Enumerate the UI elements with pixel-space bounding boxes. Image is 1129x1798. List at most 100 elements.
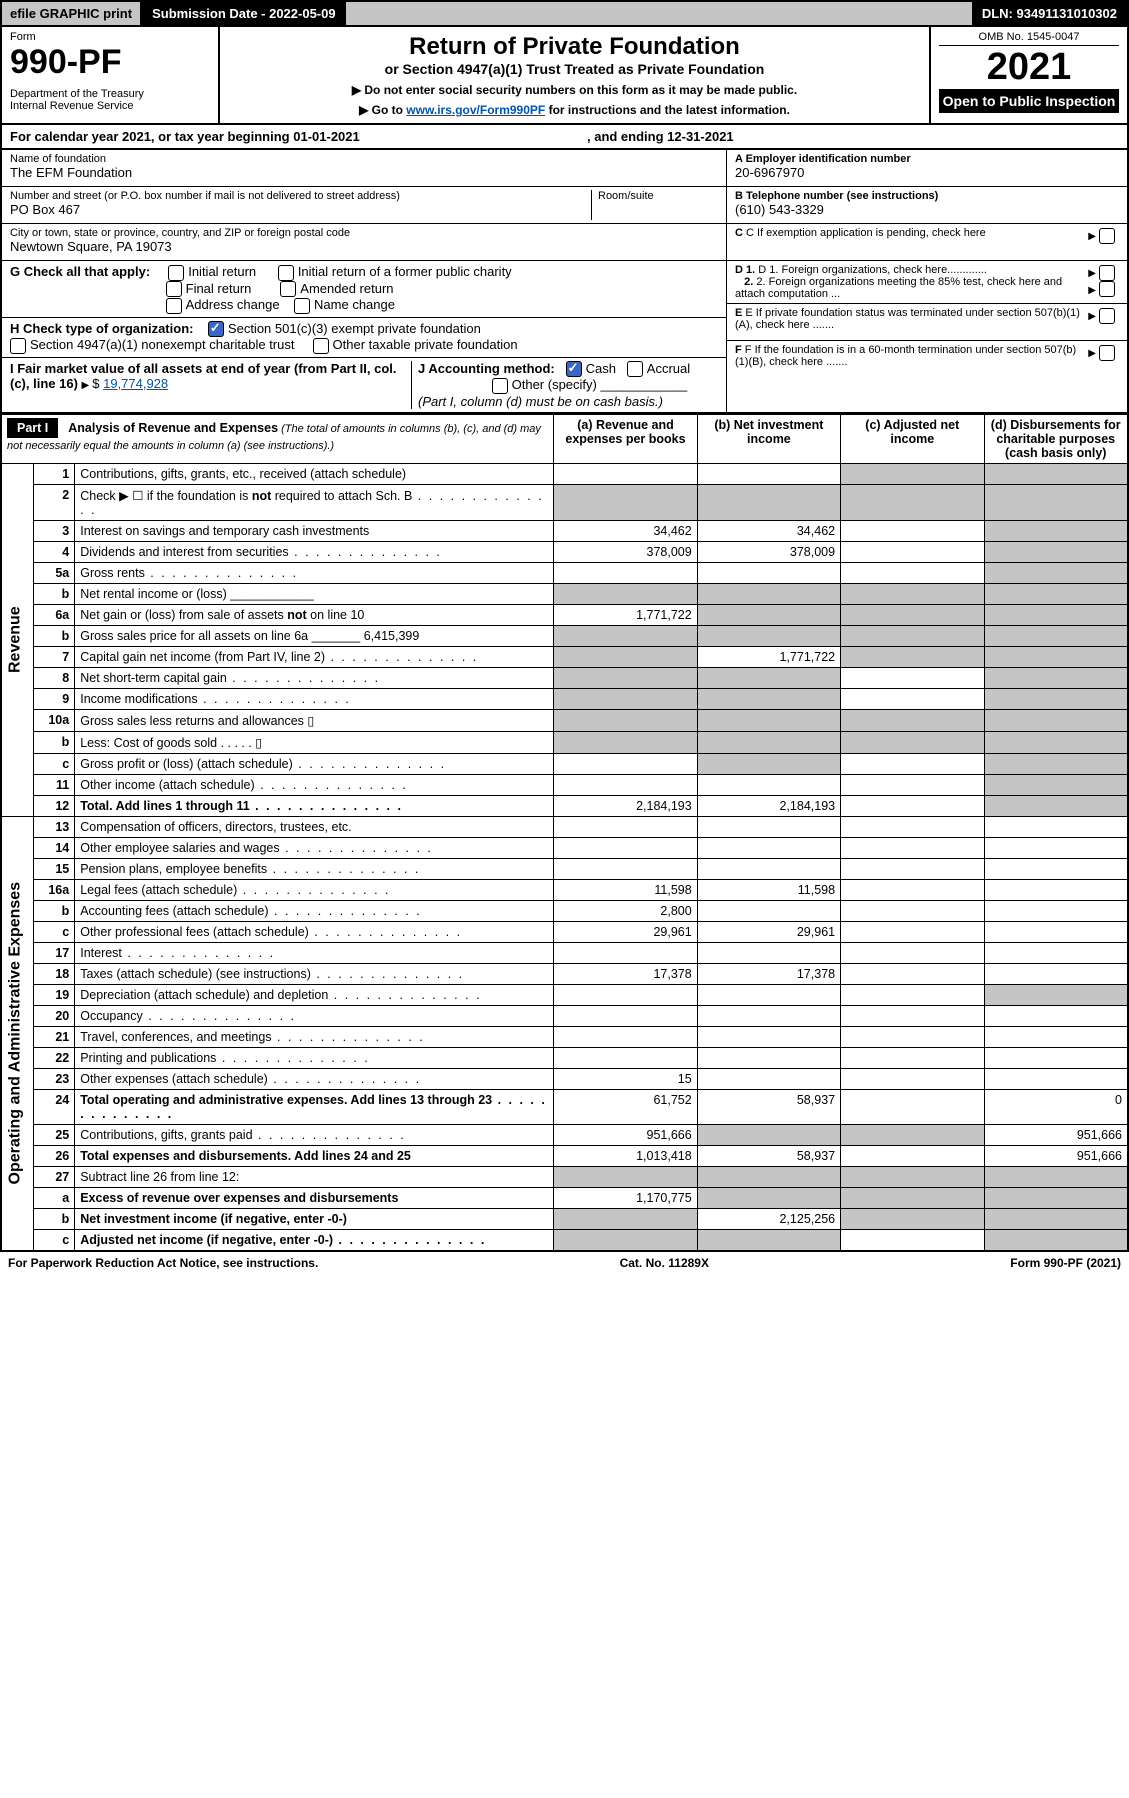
table-row: 2Check ▶ ☐ if the foundation is not requ… [1, 484, 1128, 520]
paperwork-notice: For Paperwork Reduction Act Notice, see … [8, 1256, 318, 1270]
table-cell: 1,771,722 [697, 646, 840, 667]
instructions-link[interactable]: www.irs.gov/Form990PF [406, 103, 545, 117]
line-number: 15 [33, 858, 75, 879]
d2-checkbox[interactable] [1099, 281, 1115, 297]
line-number: 10a [33, 709, 75, 731]
table-cell [554, 816, 697, 837]
line-number: c [33, 921, 75, 942]
line-description: Gross profit or (loss) (attach schedule) [75, 753, 554, 774]
instructions-note: ▶ Go to www.irs.gov/Form990PF for instru… [230, 103, 919, 117]
table-cell: 58,937 [697, 1145, 840, 1166]
table-row: 18Taxes (attach schedule) (see instructi… [1, 963, 1128, 984]
line-description: Total. Add lines 1 through 11 [75, 795, 554, 816]
table-cell [984, 520, 1128, 541]
foundation-name: The EFM Foundation [10, 165, 718, 180]
line-number: 8 [33, 667, 75, 688]
table-row: 4Dividends and interest from securities3… [1, 541, 1128, 562]
d1-checkbox[interactable] [1099, 265, 1115, 281]
line-description: Net gain or (loss) from sale of assets n… [75, 604, 554, 625]
line-description: Other employee salaries and wages [75, 837, 554, 858]
form-header: Form 990-PF Department of the Treasury I… [0, 27, 1129, 125]
table-cell [554, 942, 697, 963]
table-row: cOther professional fees (attach schedul… [1, 921, 1128, 942]
table-row: Operating and Administrative Expenses13C… [1, 816, 1128, 837]
omb-number: OMB No. 1545-0047 [939, 31, 1119, 46]
name-change-checkbox[interactable] [294, 298, 310, 314]
f-checkbox[interactable] [1099, 345, 1115, 361]
line-number: 24 [33, 1089, 75, 1124]
table-row: 24Total operating and administrative exp… [1, 1089, 1128, 1124]
line-number: 6a [33, 604, 75, 625]
other-taxable-checkbox[interactable] [313, 338, 329, 354]
line-description: Total expenses and disbursements. Add li… [75, 1145, 554, 1166]
table-cell [697, 1229, 840, 1251]
line-number: 16a [33, 879, 75, 900]
accrual-checkbox[interactable] [627, 361, 643, 377]
other-method-checkbox[interactable] [492, 378, 508, 394]
table-cell: 951,666 [554, 1124, 697, 1145]
table-cell [841, 583, 984, 604]
line-number: 27 [33, 1166, 75, 1187]
table-cell [984, 709, 1128, 731]
table-cell [984, 1047, 1128, 1068]
table-cell [554, 709, 697, 731]
table-cell [697, 1047, 840, 1068]
h-label: H Check type of organization: [10, 321, 193, 336]
table-row: cAdjusted net income (if negative, enter… [1, 1229, 1128, 1251]
4947-checkbox[interactable] [10, 338, 26, 354]
table-cell: 29,961 [554, 921, 697, 942]
table-cell [841, 1005, 984, 1026]
table-cell: 34,462 [554, 520, 697, 541]
table-cell [841, 541, 984, 562]
line-description: Capital gain net income (from Part IV, l… [75, 646, 554, 667]
expenses-section-label: Operating and Administrative Expenses [1, 816, 33, 1251]
e-label: E E If private foundation status was ter… [735, 307, 1088, 337]
line-description: Total operating and administrative expen… [75, 1089, 554, 1124]
table-row: 5aGross rents [1, 562, 1128, 583]
table-cell [841, 963, 984, 984]
table-cell [554, 1047, 697, 1068]
col-a-header: (a) Revenue and expenses per books [554, 414, 697, 463]
table-cell [841, 1047, 984, 1068]
table-cell [841, 731, 984, 753]
table-row: 20Occupancy [1, 1005, 1128, 1026]
line-description: Accounting fees (attach schedule) [75, 900, 554, 921]
table-cell: 378,009 [554, 541, 697, 562]
city: Newtown Square, PA 19073 [10, 239, 718, 254]
final-return-checkbox[interactable] [166, 281, 182, 297]
e-checkbox[interactable] [1099, 308, 1115, 324]
address-label: Number and street (or P.O. box number if… [10, 190, 591, 202]
line-description: Other income (attach schedule) [75, 774, 554, 795]
f-label: F F If the foundation is in a 60-month t… [735, 344, 1088, 374]
address-change-checkbox[interactable] [166, 298, 182, 314]
table-cell [554, 667, 697, 688]
table-cell [697, 1026, 840, 1047]
line-number: 4 [33, 541, 75, 562]
table-cell [841, 984, 984, 1005]
table-cell [554, 583, 697, 604]
table-row: 8Net short-term capital gain [1, 667, 1128, 688]
initial-return-checkbox[interactable] [168, 265, 184, 281]
table-cell: 15 [554, 1068, 697, 1089]
entity-info: Name of foundation The EFM Foundation Nu… [0, 150, 1129, 414]
fmv-value[interactable]: 19,774,928 [103, 376, 168, 391]
dln-number: DLN: 93491131010302 [972, 2, 1127, 25]
amended-return-checkbox[interactable] [280, 281, 296, 297]
cash-checkbox[interactable] [566, 361, 582, 377]
line-number: 23 [33, 1068, 75, 1089]
table-cell [841, 1089, 984, 1124]
table-cell [697, 625, 840, 646]
submission-date: Submission Date - 2022-05-09 [142, 2, 346, 25]
efile-print-button[interactable]: efile GRAPHIC print [2, 2, 142, 25]
line-description: Adjusted net income (if negative, enter … [75, 1229, 554, 1251]
j-label: J Accounting method: [418, 361, 555, 376]
table-cell: 61,752 [554, 1089, 697, 1124]
table-cell [984, 1229, 1128, 1251]
line-description: Less: Cost of goods sold . . . . . ▯ [75, 731, 554, 753]
501c3-checkbox[interactable] [208, 321, 224, 337]
line-number: 22 [33, 1047, 75, 1068]
initial-former-checkbox[interactable] [278, 265, 294, 281]
table-cell [554, 1229, 697, 1251]
c-checkbox[interactable] [1099, 228, 1115, 244]
table-cell [841, 816, 984, 837]
